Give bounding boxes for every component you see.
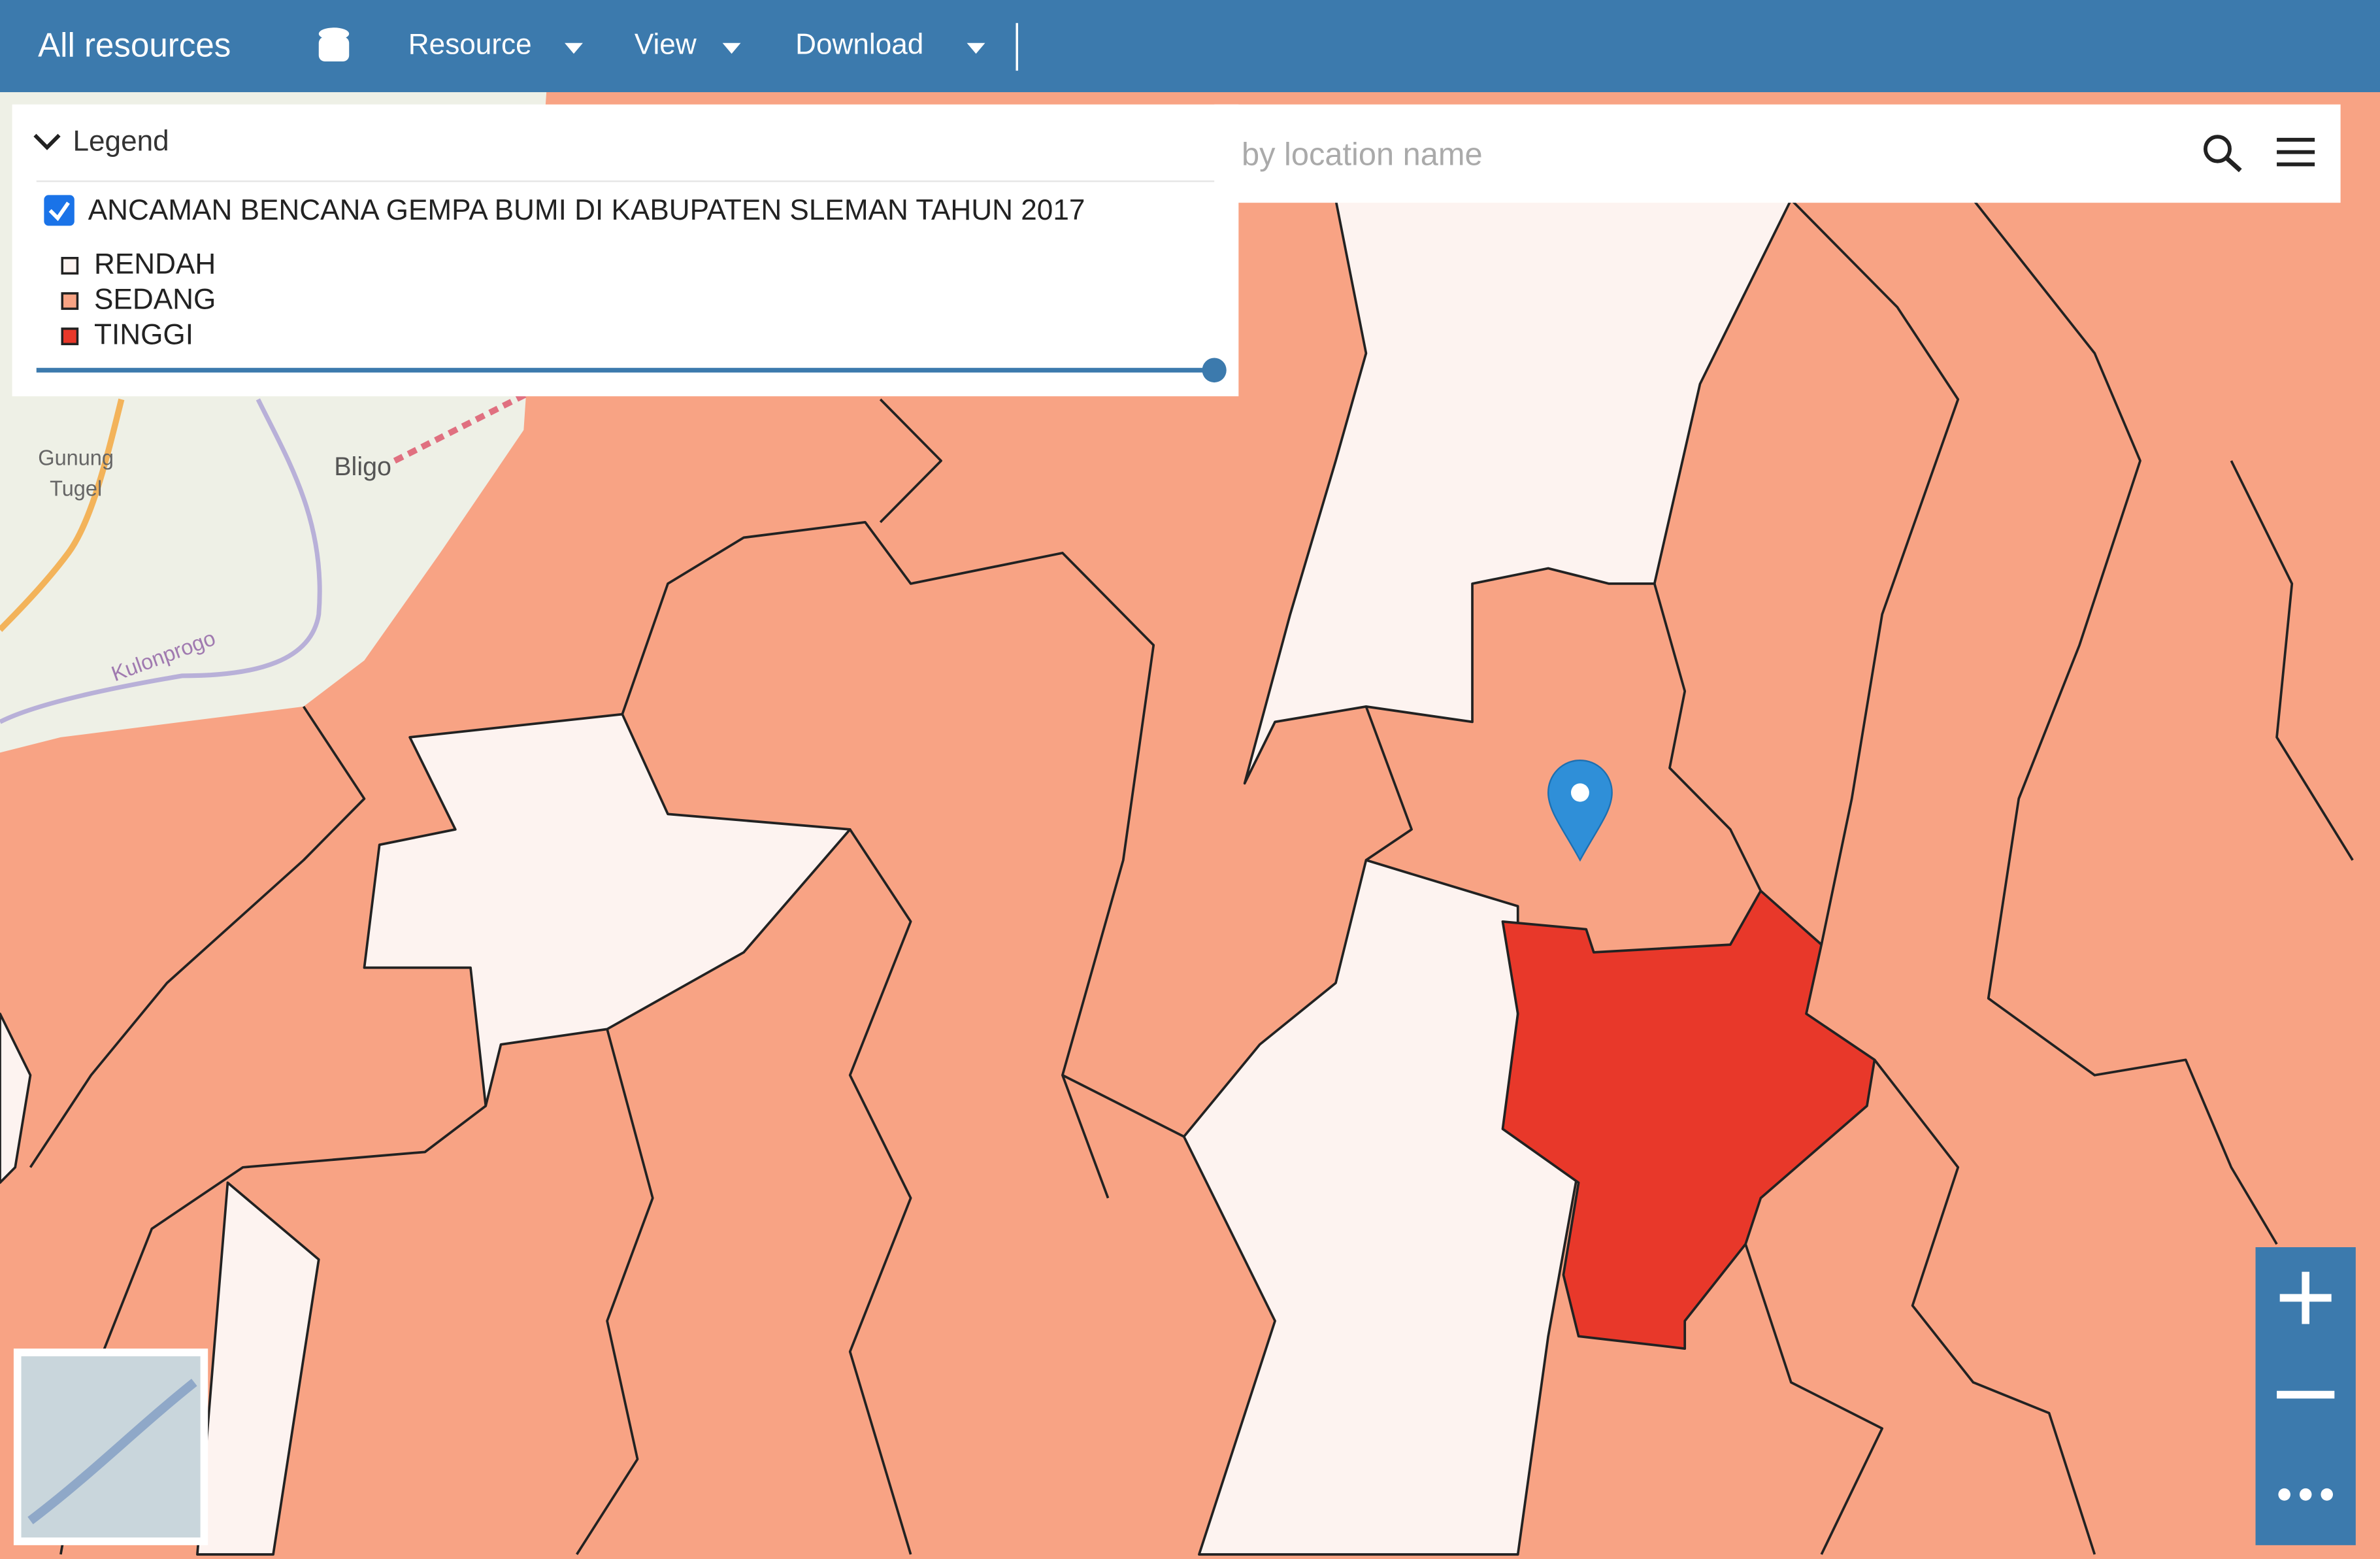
- check-mark: [48, 201, 70, 222]
- layer-name: ANCAMAN BENCANA GEMPA BUMI DI KABUPATEN …: [88, 194, 1085, 226]
- toolbar-title[interactable]: All resources: [38, 25, 231, 63]
- region-border: [879, 398, 942, 524]
- rail: [393, 388, 533, 464]
- minimap-detail: [27, 1379, 197, 1524]
- search-icon[interactable]: [2203, 135, 2242, 173]
- toolbar: [0, 0, 2380, 92]
- icon-part: [2225, 156, 2242, 173]
- collapse-icon[interactable]: [33, 133, 61, 150]
- road: [0, 398, 125, 632]
- menu-button[interactable]: Download: [795, 28, 923, 60]
- map-region: [1501, 889, 1876, 1350]
- icon-part: [2203, 135, 2232, 163]
- legend-swatch: [61, 292, 79, 310]
- region-border: [2230, 460, 2354, 861]
- region-border: [1744, 1243, 1884, 1555]
- caret: [967, 42, 985, 54]
- dot: [2321, 1488, 2333, 1501]
- region-border: [1972, 199, 2278, 1245]
- legend-swatch: [61, 256, 79, 275]
- legend-label: TINGGI: [94, 318, 193, 350]
- region-border: [576, 1028, 654, 1555]
- map-region: [0, 1012, 32, 1184]
- region-border: [1653, 583, 1762, 892]
- region-border: [1062, 1074, 1185, 1138]
- more-button[interactable]: [2278, 1488, 2333, 1501]
- region-border: [29, 705, 366, 1168]
- search-bar[interactable]: [1214, 104, 2341, 203]
- legend-title[interactable]: Legend: [73, 125, 169, 157]
- region-border: [1790, 199, 1960, 945]
- map-marker[interactable]: [1547, 760, 1613, 862]
- region-border: [1874, 1059, 2096, 1555]
- dot: [2278, 1488, 2290, 1501]
- zoom-in[interactable]: [2279, 1271, 2332, 1324]
- database-icon[interactable]: [318, 27, 350, 61]
- legend-panel: [12, 104, 1239, 397]
- region-border: [1364, 706, 1413, 862]
- map-label: Gunung: [38, 445, 114, 469]
- map-label: Bligo: [334, 452, 391, 481]
- menu-icon[interactable]: [2277, 137, 2315, 167]
- menu-button[interactable]: Resource: [408, 28, 532, 60]
- marker-dot: [1570, 783, 1589, 802]
- icon-part: [318, 37, 350, 61]
- region-border: [621, 521, 1155, 1199]
- caret: [565, 42, 583, 54]
- menu-button[interactable]: View: [635, 28, 697, 60]
- marker-pin: [1547, 760, 1613, 862]
- search-placeholder: by location name: [1242, 137, 1483, 172]
- legend-label: RENDAH: [94, 248, 216, 280]
- river: [0, 398, 322, 724]
- map-label: Tugel: [50, 476, 102, 500]
- slider-handle[interactable]: [1202, 358, 1227, 383]
- caret: [722, 42, 741, 54]
- region-border: [848, 828, 912, 1555]
- layer-checkbox[interactable]: [44, 195, 74, 226]
- dot: [2299, 1488, 2312, 1501]
- legend-label: SEDANG: [94, 283, 216, 315]
- legend-swatch: [61, 327, 79, 346]
- map-region: [363, 712, 851, 1107]
- map-region: [1243, 198, 1793, 785]
